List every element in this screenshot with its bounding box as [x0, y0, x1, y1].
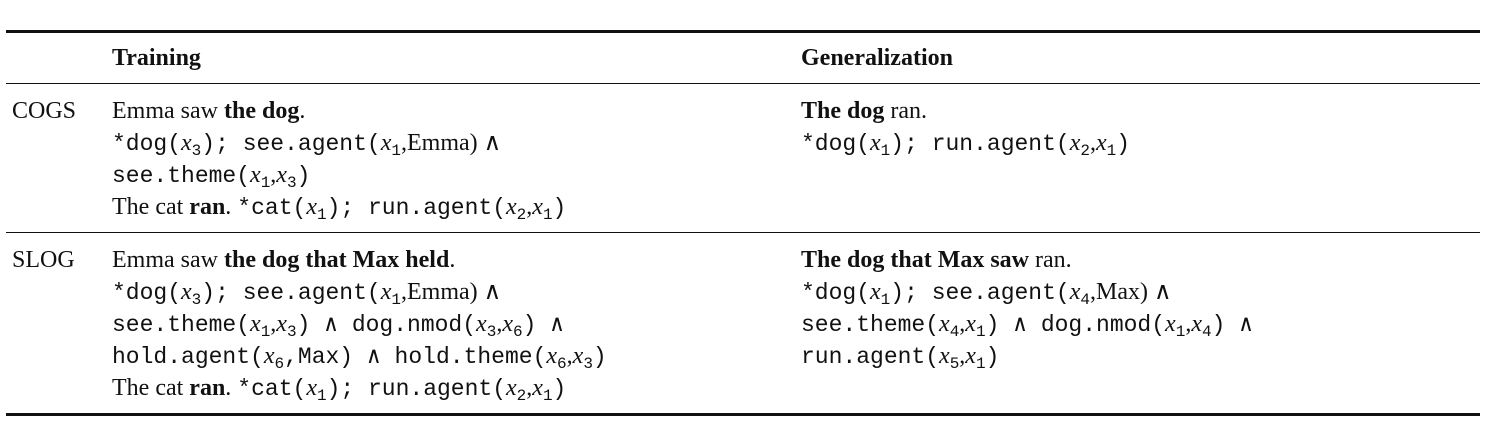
training-sentence: Emma saw the dog that Max held. [112, 247, 456, 273]
comparison-table: Training Generalization COGS Emma saw th… [6, 30, 1480, 416]
header-row: Training Generalization [6, 31, 1480, 84]
table-row-cogs: COGS Emma saw the dog. *dog(x3); see.age… [6, 83, 1480, 233]
training-cell: Emma saw the dog that Max held. *dog(x3)… [112, 233, 801, 415]
header-generalization: Generalization [801, 45, 953, 71]
row-label: COGS [12, 98, 77, 124]
training-cell: Emma saw the dog. *dog(x3); see.agent(x1… [112, 84, 801, 233]
generalization-cell: The dog ran. *dog(x1); run.agent(x2,x1) [801, 84, 1480, 233]
table-row-slog: SLOG Emma saw the dog that Max held. *do… [6, 232, 1480, 415]
header-empty [6, 32, 112, 84]
logical-form-line: *dog(x3); see.agent(x1,Emma) ∧ [112, 130, 502, 160]
logical-form-line: *dog(x1); see.agent(x4,Max) ∧ [801, 279, 1172, 309]
logical-form-line: run.agent(x5,x1) [801, 343, 1000, 373]
generalization-cell: The dog that Max saw ran. *dog(x1); see.… [801, 233, 1480, 415]
logical-form-line: see.theme(x1,x3) [112, 162, 311, 192]
logical-form-line: see.theme(x1,x3) ∧ dog.nmod(x3,x6) ∧ [112, 311, 565, 341]
logical-form-line: hold.agent(x6,Max) ∧ hold.theme(x6,x3) [112, 343, 607, 373]
training-sentence-with-lf: The cat ran. *cat(x1); run.agent(x2,x1) [112, 194, 567, 224]
logical-form-line: *dog(x1); run.agent(x2,x1) [801, 130, 1131, 160]
generalization-sentence: The dog that Max saw ran. [801, 247, 1072, 273]
generalization-sentence: The dog ran. [801, 98, 928, 124]
logical-form-line: see.theme(x4,x1) ∧ dog.nmod(x1,x4) ∧ [801, 311, 1254, 341]
row-label: SLOG [12, 247, 75, 273]
header-training: Training [112, 45, 201, 71]
training-sentence: Emma saw the dog. [112, 98, 306, 124]
logical-form-line: *dog(x3); see.agent(x1,Emma) ∧ [112, 279, 502, 309]
training-sentence-with-lf: The cat ran. *cat(x1); run.agent(x2,x1) [112, 375, 567, 405]
